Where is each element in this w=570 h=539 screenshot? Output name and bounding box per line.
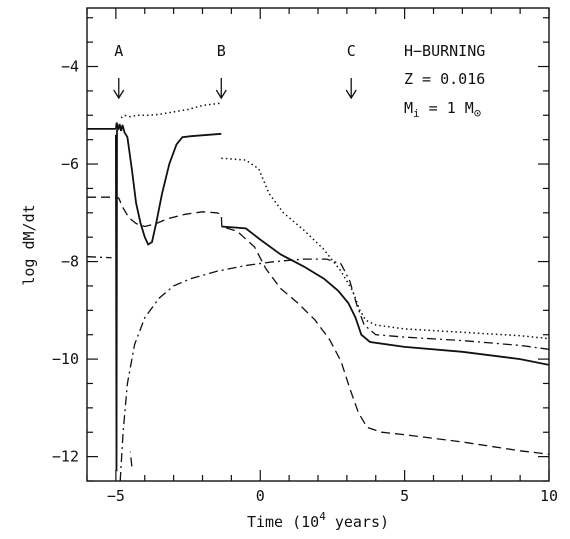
- series-dashed: [87, 196, 549, 467]
- series-line-solid: [115, 129, 118, 472]
- y-tick-label: −10: [52, 350, 79, 368]
- x-tick-label: 0: [256, 487, 265, 505]
- series-line-dashed: [87, 196, 549, 455]
- series-line-dashdot: [87, 256, 112, 259]
- plot-frame: [86, 7, 550, 482]
- x-axis-label-tail: years): [326, 513, 389, 531]
- annotation-h-burning: H−BURNING: [404, 42, 485, 60]
- x-tick-label: 10: [540, 487, 558, 505]
- down-arrow-icon: [215, 78, 227, 100]
- labels-layer: −5 0 5 10 −12 −10 −8 −6 −4: [52, 58, 558, 505]
- y-tick-label: −6: [61, 155, 79, 173]
- sun-symbol: ⊙: [474, 106, 481, 120]
- annotation-metallicity: Z = 0.016: [404, 70, 485, 88]
- series-line-solid: [87, 122, 222, 246]
- series-line-dashdot: [119, 258, 549, 481]
- series-dotted: [120, 102, 549, 340]
- down-arrow-icon: [113, 78, 125, 100]
- annotation-mass-subscript: i: [413, 107, 420, 120]
- series-line-dashed: [129, 451, 133, 467]
- x-axis-label-exponent: 4: [319, 510, 326, 523]
- event-marker-label: A: [114, 42, 123, 60]
- x-axis-label: Time (104 years): [247, 510, 389, 531]
- down-arrow-icon: [345, 78, 357, 100]
- series-line-dotted: [120, 102, 222, 119]
- series-layer: [87, 102, 549, 481]
- series-line-dotted: [221, 157, 549, 340]
- x-tick-label: −5: [107, 487, 125, 505]
- series-solid: [87, 122, 549, 472]
- y-tick-label: −12: [52, 448, 79, 466]
- y-tick-label: −4: [61, 58, 79, 76]
- annotation-initial-mass: Mi = 1 M⊙: [404, 99, 481, 120]
- annotation-mass-symbol: M: [404, 99, 413, 117]
- event-marker-label: C: [347, 42, 356, 60]
- x-axis-label-main: Time (10: [247, 513, 319, 531]
- event-marker-label: B: [217, 42, 226, 60]
- annotation-block: H−BURNING Z = 0.016 Mi = 1 M⊙: [404, 42, 485, 120]
- series-line-solid: [221, 225, 549, 366]
- y-tick-label: −8: [61, 253, 79, 271]
- ticks-layer: [86, 8, 550, 482]
- series-dashdot: [87, 256, 549, 481]
- event-markers: A B C: [113, 42, 357, 100]
- y-axis-label: log dM/dt: [20, 204, 38, 285]
- annotation-mass-value: = 1 M: [420, 99, 474, 117]
- x-tick-label: 5: [400, 487, 409, 505]
